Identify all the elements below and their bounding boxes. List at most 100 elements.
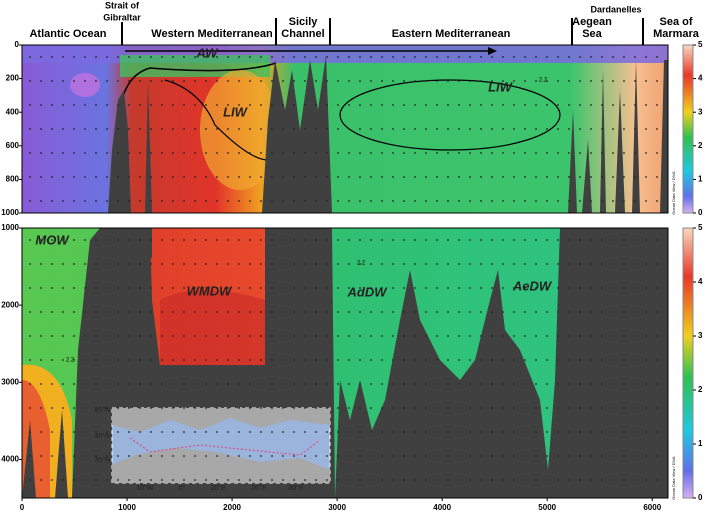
- station-dot: [139, 335, 141, 337]
- station-dot: [183, 407, 185, 409]
- station-dot: [392, 152, 394, 154]
- station-dot: [458, 287, 460, 289]
- water-mass-label: WMDW: [187, 283, 233, 298]
- station-dot: [414, 128, 416, 130]
- station-dot: [425, 200, 427, 202]
- station-dot: [128, 104, 130, 106]
- station-dot: [227, 383, 229, 385]
- station-dot: [205, 455, 207, 457]
- station-dot: [656, 263, 658, 265]
- station-dot: [326, 287, 328, 289]
- station-dot: [601, 359, 603, 361]
- station-dot: [425, 407, 427, 409]
- station-dot: [293, 431, 295, 433]
- station-dot: [425, 128, 427, 130]
- station-dot: [337, 479, 339, 481]
- station-dot: [645, 479, 647, 481]
- station-dot: [612, 383, 614, 385]
- station-dot: [458, 407, 460, 409]
- station-dot: [172, 335, 174, 337]
- station-dot: [370, 359, 372, 361]
- station-dot: [612, 407, 614, 409]
- station-dot: [524, 104, 526, 106]
- station-dot: [249, 455, 251, 457]
- station-dot: [568, 239, 570, 241]
- station-dot: [601, 200, 603, 202]
- station-dot: [128, 359, 130, 361]
- station-dot: [656, 239, 658, 241]
- station-dot: [260, 455, 262, 457]
- station-dot: [227, 407, 229, 409]
- station-dot: [238, 335, 240, 337]
- map-lon-label: 30°E: [288, 484, 304, 492]
- station-dot: [656, 80, 658, 82]
- station-dot: [447, 335, 449, 337]
- station-dot: [326, 80, 328, 82]
- region-label: Sea of: [659, 16, 692, 28]
- station-dot: [282, 80, 284, 82]
- station-dot: [634, 104, 636, 106]
- station-dot: [249, 56, 251, 58]
- station-dot: [447, 152, 449, 154]
- station-dot: [348, 383, 350, 385]
- station-dot: [326, 455, 328, 457]
- station-dot: [62, 359, 64, 361]
- station-dot: [260, 239, 262, 241]
- station-dot: [425, 56, 427, 58]
- station-dot: [491, 239, 493, 241]
- station-dot: [150, 431, 152, 433]
- station-dot: [128, 56, 130, 58]
- station-dot: [51, 431, 53, 433]
- station-dot: [557, 104, 559, 106]
- station-dot: [656, 311, 658, 313]
- station-dot: [612, 176, 614, 178]
- station-dot: [205, 335, 207, 337]
- station-dot: [117, 407, 119, 409]
- station-dot: [546, 239, 548, 241]
- station-dot: [315, 176, 317, 178]
- station-dot: [337, 263, 339, 265]
- station-dot: [84, 311, 86, 313]
- station-dot: [62, 80, 64, 82]
- station-dot: [249, 263, 251, 265]
- station-dot: [315, 80, 317, 82]
- station-dot: [579, 455, 581, 457]
- station-dot: [425, 359, 427, 361]
- station-dot: [634, 176, 636, 178]
- station-dot: [436, 287, 438, 289]
- station-dot: [249, 239, 251, 241]
- station-dot: [293, 455, 295, 457]
- station-dot: [205, 311, 207, 313]
- station-dot: [348, 176, 350, 178]
- station-dot: [51, 479, 53, 481]
- station-dot: [392, 200, 394, 202]
- station-dot: [128, 383, 130, 385]
- y-tick-label: 3000: [1, 377, 19, 386]
- station-dot: [161, 455, 163, 457]
- station-dot: [535, 263, 537, 265]
- station-dot: [370, 311, 372, 313]
- station-dot: [359, 287, 361, 289]
- station-dot: [348, 287, 350, 289]
- station-dot: [117, 200, 119, 202]
- station-dot: [469, 104, 471, 106]
- station-dot: [249, 287, 251, 289]
- station-dot: [62, 455, 64, 457]
- station-dot: [95, 383, 97, 385]
- station-dot: [601, 80, 603, 82]
- station-dot: [436, 56, 438, 58]
- station-dot: [656, 287, 658, 289]
- station-dot: [293, 56, 295, 58]
- station-dot: [84, 479, 86, 481]
- station-dot: [150, 104, 152, 106]
- station-dot: [612, 455, 614, 457]
- station-dot: [502, 287, 504, 289]
- station-dot: [502, 263, 504, 265]
- station-dot: [150, 311, 152, 313]
- x-tick-label: 1000: [118, 503, 136, 512]
- station-dot: [568, 176, 570, 178]
- station-dot: [51, 56, 53, 58]
- station-dot: [150, 200, 152, 202]
- station-dot: [359, 431, 361, 433]
- station-dot: [502, 455, 504, 457]
